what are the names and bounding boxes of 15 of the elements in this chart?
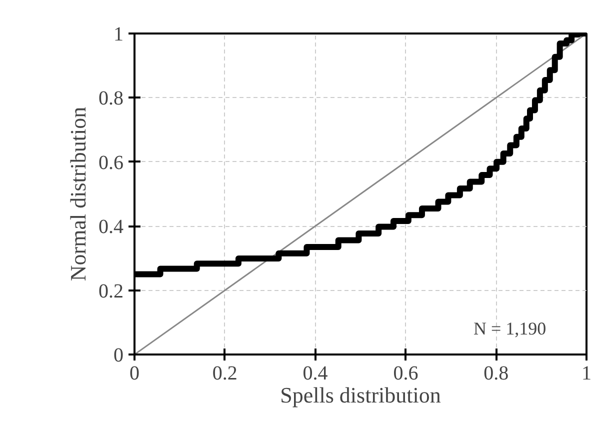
x-tick-label: 0.8 xyxy=(484,362,509,384)
annotation: N = 1,190 xyxy=(474,318,546,338)
x-tick-label: 0.2 xyxy=(212,362,238,384)
y-tick-label: 0.6 xyxy=(98,152,124,174)
y-tick-label: 0.8 xyxy=(98,88,124,110)
y-axis-title: Normal distribution xyxy=(66,106,90,282)
x-tick-label: 0 xyxy=(130,362,140,384)
x-axis-title: Spells distribution xyxy=(280,382,441,408)
x-tick-label: 1 xyxy=(582,362,592,384)
x-tick-label: 0.4 xyxy=(302,362,328,384)
y-tick-label: 0.2 xyxy=(98,280,124,302)
y-tick-label: 0 xyxy=(114,344,124,366)
y-tick-label: 0.4 xyxy=(98,216,124,238)
y-tick-label: 1 xyxy=(114,24,124,46)
x-tick-label: 0.6 xyxy=(393,362,418,384)
